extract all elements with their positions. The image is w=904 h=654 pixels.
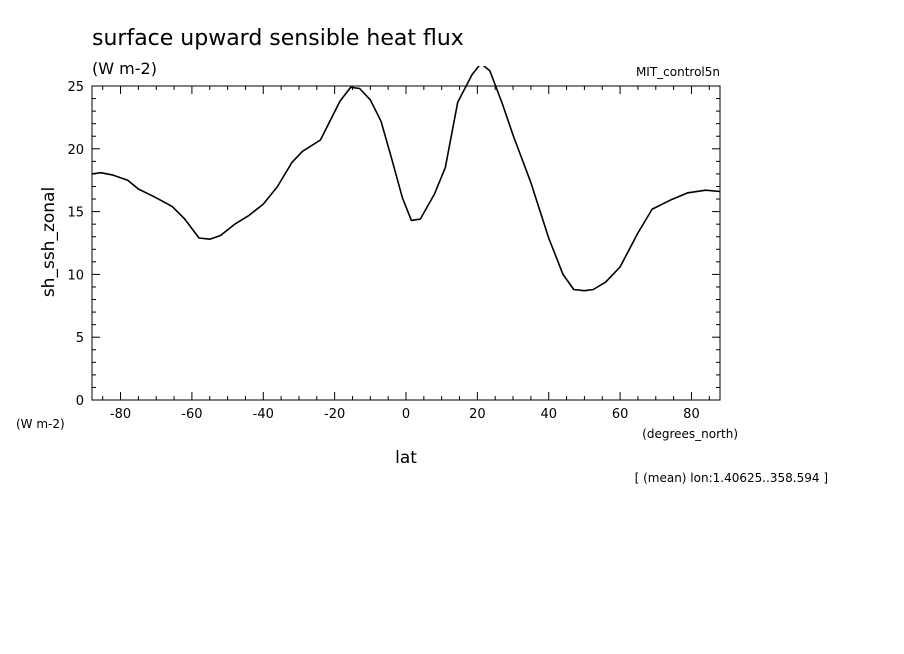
- chart-subtitle: (W m-2): [92, 59, 157, 78]
- y-tick-label: 0: [76, 394, 84, 409]
- x-tick-label: 0: [402, 407, 410, 422]
- x-tick-label: 80: [683, 407, 700, 422]
- y-tick-label: 20: [67, 143, 84, 158]
- axis-ticks: [92, 86, 720, 400]
- x-tick-label: -80: [110, 407, 131, 422]
- series-group: [92, 66, 720, 292]
- x-tick-label: -20: [324, 407, 345, 422]
- x-units-label: (degrees_north): [642, 427, 738, 441]
- y-axis-label: sh_ssh_zonal: [39, 187, 59, 297]
- x-tick-label: -40: [253, 407, 274, 422]
- x-tick-label: -60: [181, 407, 202, 422]
- run-label: MIT_control5n: [636, 65, 720, 79]
- tick-labels: -80 -60 -40 -20 0 20 40 60 80 0 5 10 15 20 25: [67, 80, 699, 422]
- y-units-label: (W m-2): [16, 417, 65, 431]
- y-tick-label: 10: [67, 268, 84, 283]
- y-tick-label: 5: [76, 331, 84, 346]
- y-tick-label: 25: [67, 80, 84, 95]
- x-axis-label: lat: [395, 448, 417, 468]
- chart-title: surface upward sensible heat flux: [92, 26, 464, 51]
- series-line: [92, 66, 720, 292]
- x-tick-label: 20: [469, 407, 486, 422]
- y-tick-label: 15: [67, 206, 84, 221]
- footnote: [ (mean) lon:1.40625..358.594 ]: [635, 471, 828, 485]
- x-tick-label: 60: [612, 407, 629, 422]
- x-tick-label: 40: [540, 407, 557, 422]
- plot-frame: [91, 85, 721, 401]
